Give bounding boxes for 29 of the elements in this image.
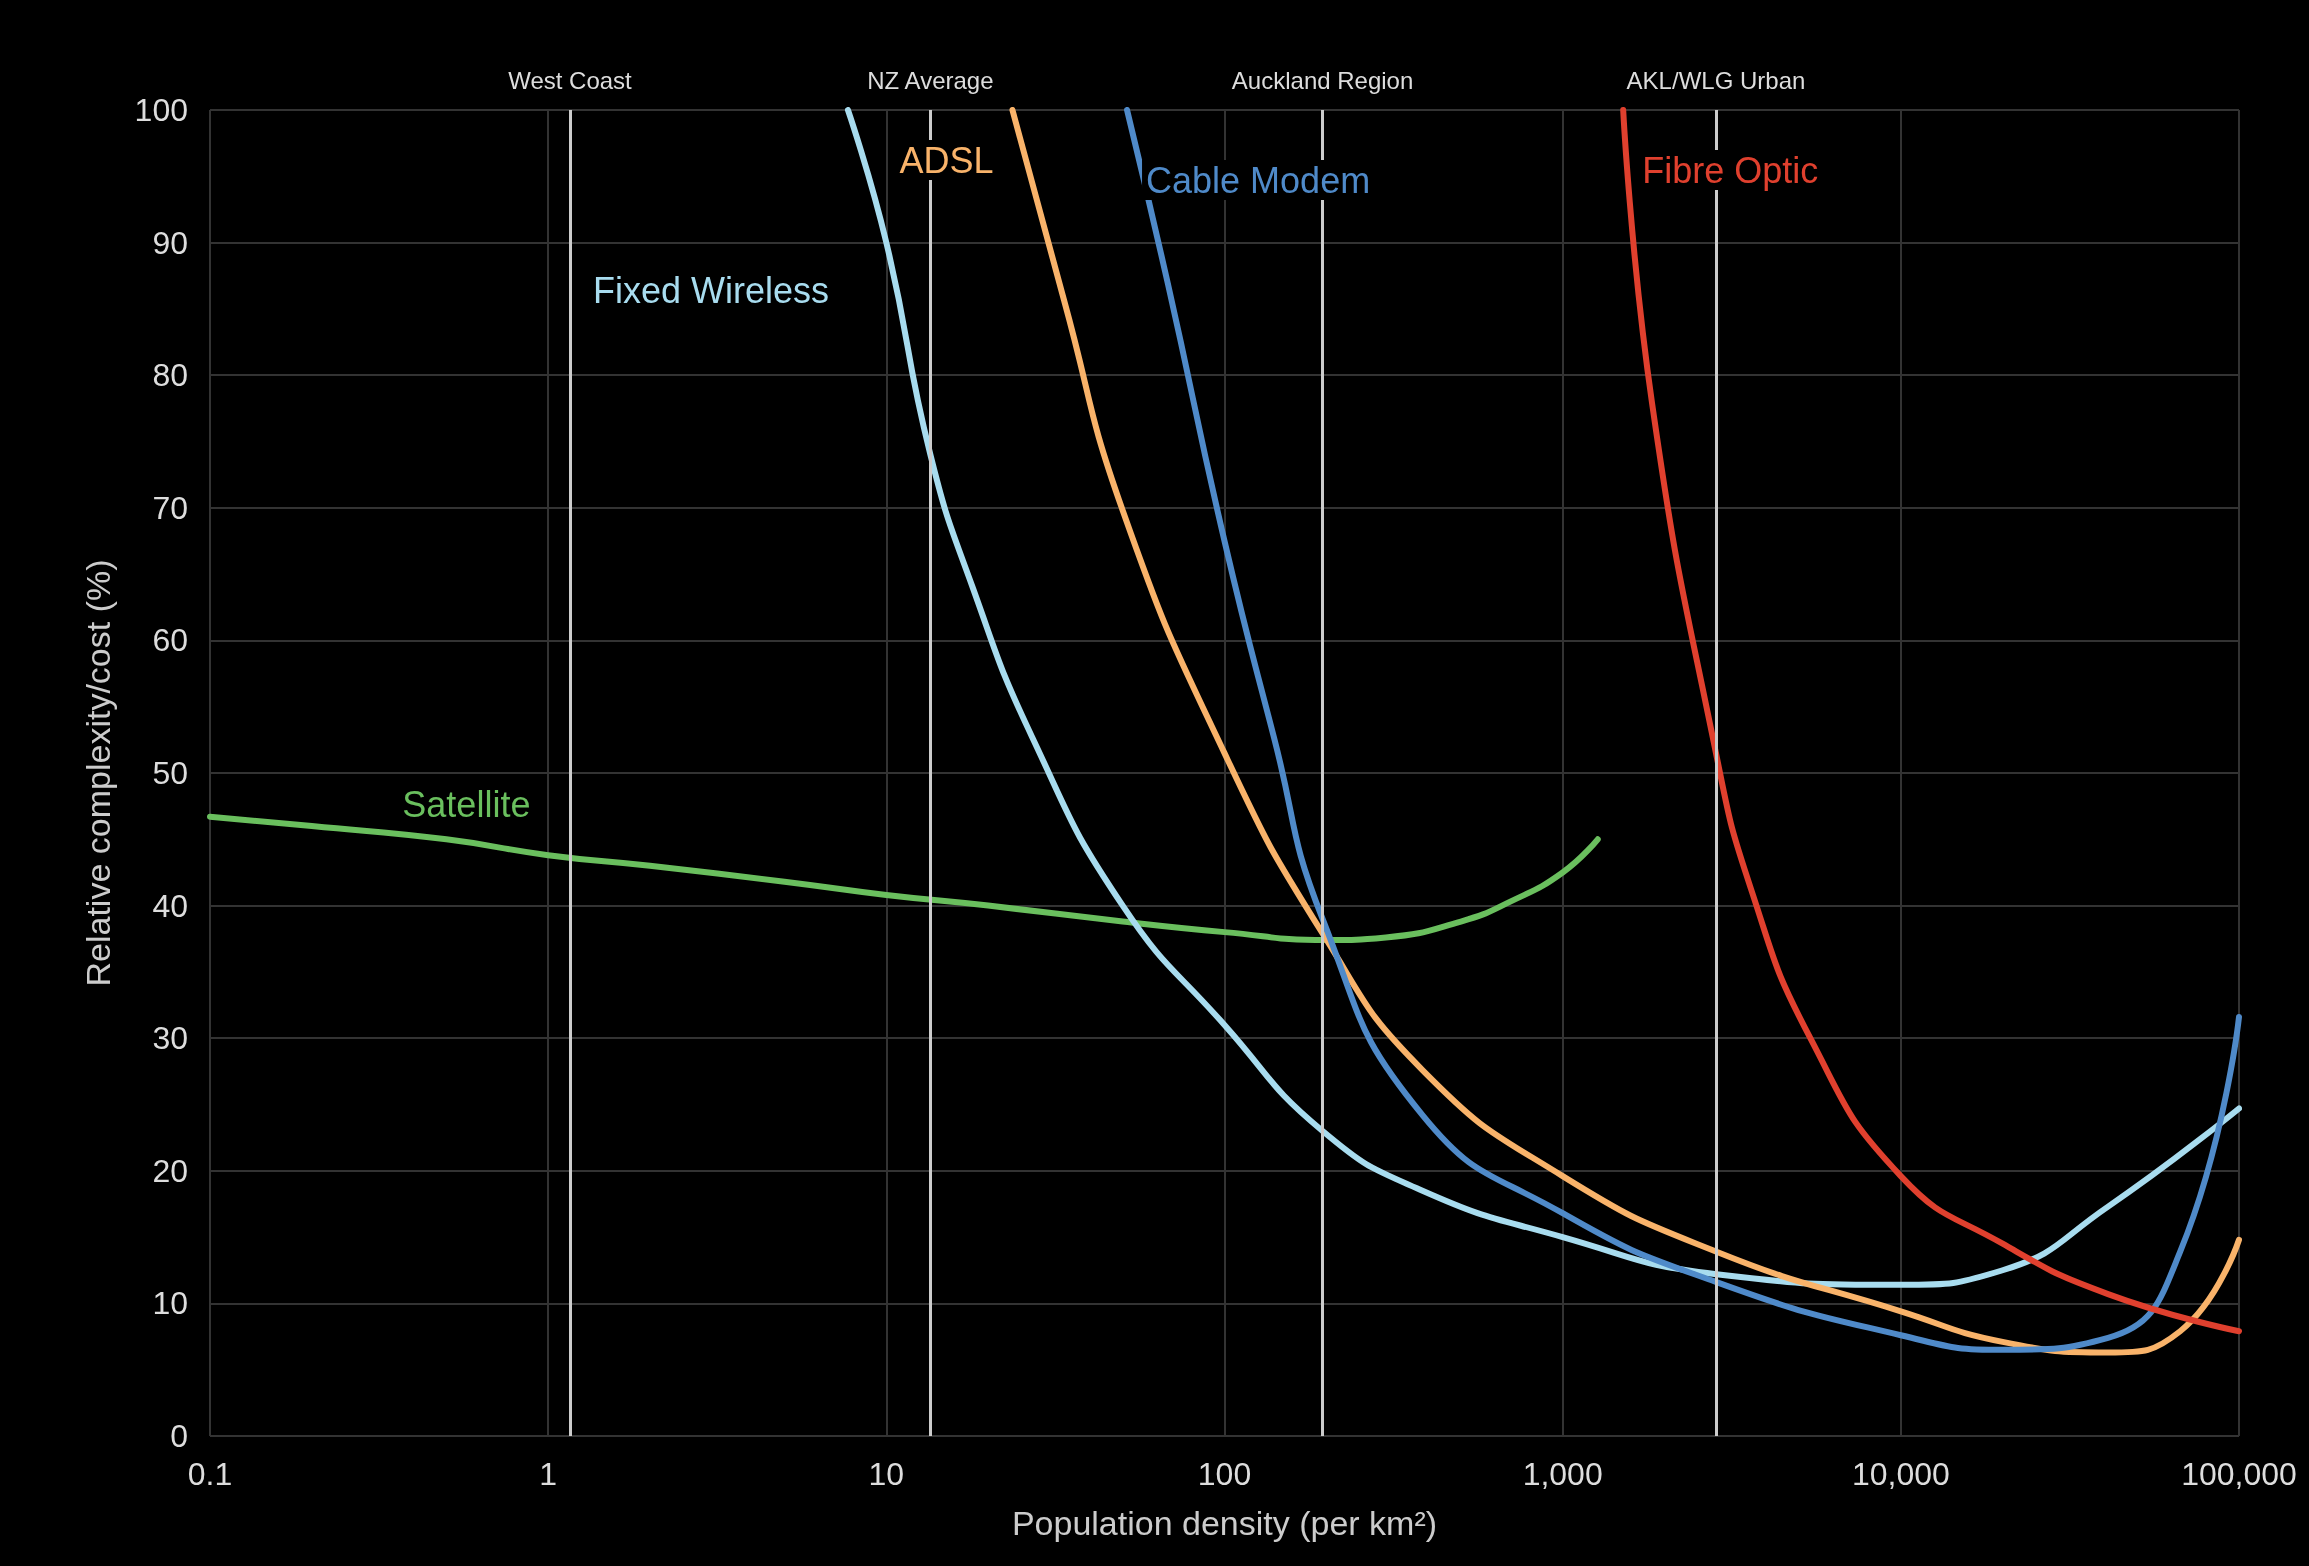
- x-tick-label: 100: [1197, 1456, 1252, 1492]
- y-tick-label: 40: [152, 887, 188, 924]
- y-tick-label: 90: [152, 224, 188, 261]
- series-label: ADSL: [899, 139, 994, 181]
- x-tick-label: 10,000: [1851, 1456, 1950, 1492]
- series-label: Fibre Optic: [1642, 149, 1819, 191]
- ref-line-label: West Coast: [508, 66, 633, 94]
- series-label: Fixed Wireless: [592, 269, 829, 311]
- y-tick-label: 80: [152, 357, 188, 394]
- y-tick-label: 30: [152, 1020, 188, 1057]
- y-axis-title: Relative complexity/cost (%): [79, 559, 117, 987]
- series-label: Satellite: [402, 783, 531, 825]
- y-tick-label: 0: [170, 1418, 188, 1454]
- y-tick-label: 100: [134, 92, 188, 128]
- ref-line-label: AKL/WLG Urban: [1626, 66, 1806, 94]
- x-tick-label: 1: [539, 1456, 558, 1492]
- x-axis-title: Population density (per km²): [1011, 1504, 1438, 1542]
- ref-line-label: Auckland Region: [1231, 66, 1414, 94]
- x-tick-label: 0.1: [187, 1456, 233, 1492]
- ref-line-label: NZ Average: [867, 66, 994, 94]
- series-label: Cable Modem: [1146, 159, 1371, 201]
- x-tick-label: 100,000: [2181, 1456, 2297, 1492]
- y-tick-label: 70: [152, 489, 188, 526]
- y-tick-label: 60: [152, 622, 188, 659]
- y-tick-label: 10: [152, 1285, 188, 1322]
- y-tick-label: 20: [152, 1152, 188, 1189]
- y-tick-label: 50: [152, 755, 188, 791]
- x-tick-label: 10: [868, 1456, 905, 1492]
- x-tick-label: 1,000: [1522, 1456, 1603, 1492]
